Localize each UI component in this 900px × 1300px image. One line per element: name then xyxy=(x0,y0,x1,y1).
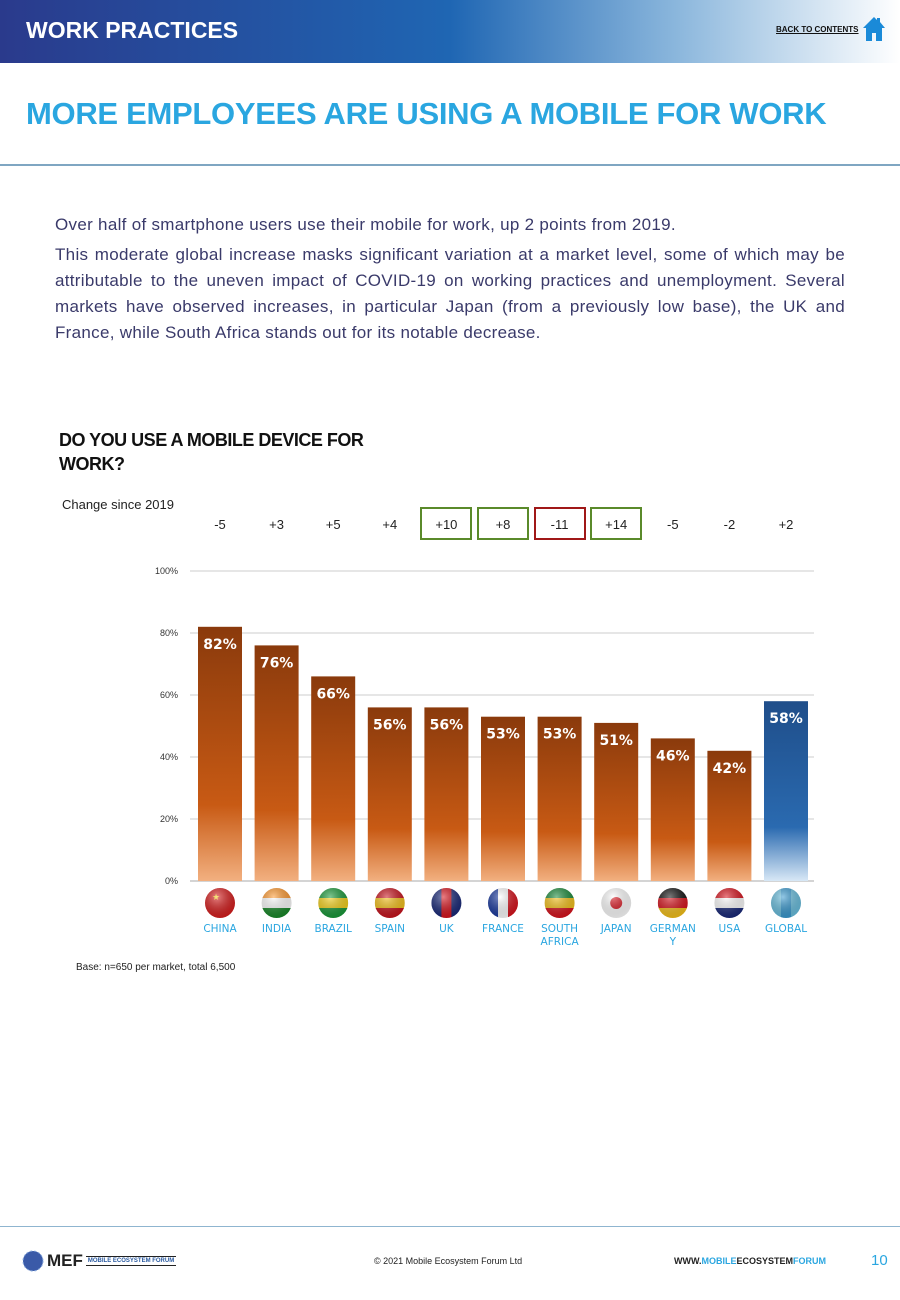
flag-shine xyxy=(205,888,235,918)
change-label: Change since 2019 xyxy=(61,497,174,512)
category-label: GERMAN xyxy=(650,923,696,935)
change-value: +5 xyxy=(325,517,341,532)
bar-france xyxy=(481,716,525,881)
change-value: +2 xyxy=(778,517,794,532)
flag-shine xyxy=(488,888,518,918)
bar-south-africa xyxy=(537,716,582,881)
category-label: UK xyxy=(439,923,455,935)
flag-shine xyxy=(714,888,745,918)
globe-logo-icon xyxy=(22,1250,44,1272)
category-label: BRAZIL xyxy=(314,923,352,935)
back-to-contents-link[interactable]: BACK TO CONTENTS xyxy=(776,25,859,34)
category-label: Y xyxy=(669,936,677,948)
bar-uk xyxy=(424,707,469,881)
paragraph: Over half of smartphone users use their … xyxy=(55,215,676,234)
bar-spain xyxy=(367,707,412,881)
flag-shine xyxy=(601,888,632,918)
data-label: 51% xyxy=(599,733,633,749)
home-icon[interactable] xyxy=(862,16,886,42)
flag-shine xyxy=(374,888,405,918)
change-value: +3 xyxy=(269,517,284,532)
flag-shine xyxy=(771,888,801,918)
flag-shine xyxy=(657,888,688,918)
base-note: Base: n=650 per market, total 6,500 xyxy=(76,962,236,973)
category-label: AFRICA xyxy=(541,936,580,948)
page-title: MORE EMPLOYEES ARE USING A MOBILE FOR WO… xyxy=(26,96,827,131)
bar-china xyxy=(198,626,242,881)
change-value: -11 xyxy=(533,507,586,540)
change-value: -5 xyxy=(667,517,679,532)
copyright: © 2021 Mobile Ecosystem Forum Ltd xyxy=(374,1256,523,1266)
category-label: JAPAN xyxy=(600,923,632,935)
change-value: +4 xyxy=(382,517,398,532)
category-label: SOUTH xyxy=(541,923,578,935)
body-text: Over half of smartphone users use their … xyxy=(55,212,845,350)
data-label: 42% xyxy=(713,761,747,777)
data-label: 76% xyxy=(260,655,294,671)
section-title: WORK PRACTICES xyxy=(26,17,239,43)
change-value: +10 xyxy=(420,507,473,540)
y-tick-label: 40% xyxy=(160,752,178,762)
data-label: 56% xyxy=(430,717,464,733)
change-value: +14 xyxy=(590,507,643,540)
mef-logo: MEF MOBILE ECOSYSTEM FORUM xyxy=(22,1250,177,1272)
header-banner: WORK PRACTICES BACK TO CONTENTS xyxy=(0,0,900,63)
data-label: 82% xyxy=(203,637,237,653)
bar-japan xyxy=(594,722,639,881)
data-label: 53% xyxy=(486,727,520,743)
flag-shine xyxy=(318,888,349,918)
data-label: 53% xyxy=(543,727,577,743)
footer-divider xyxy=(0,1226,900,1227)
category-label: USA xyxy=(719,923,742,935)
bar-global xyxy=(764,701,808,881)
y-tick-label: 0% xyxy=(165,876,178,886)
category-label: CHINA xyxy=(203,923,237,935)
data-label: 56% xyxy=(373,717,407,733)
data-label: 46% xyxy=(656,748,690,764)
website-link[interactable]: WWW.MOBILEECOSYSTEMFORUM xyxy=(674,1256,827,1266)
change-value: +8 xyxy=(477,507,529,540)
y-tick-label: 100% xyxy=(155,566,178,576)
data-label: 66% xyxy=(316,686,350,702)
chart-title: DO YOU USE A MOBILE DEVICE FOR WORK? xyxy=(59,430,364,474)
bar-usa xyxy=(707,750,752,881)
y-tick-label: 80% xyxy=(160,628,178,638)
category-label: SPAIN xyxy=(375,923,405,935)
data-label: 58% xyxy=(769,711,803,727)
category-label: INDIA xyxy=(262,923,292,935)
change-value: -2 xyxy=(723,517,736,532)
category-label: FRANCE xyxy=(482,923,524,935)
y-tick-label: 60% xyxy=(160,690,178,700)
category-label: GLOBAL xyxy=(765,923,807,935)
bar-india xyxy=(254,645,299,881)
bar-germany xyxy=(650,738,695,881)
change-value: -5 xyxy=(214,517,226,532)
flag-shine xyxy=(431,888,462,918)
page-number: 10 xyxy=(871,1252,888,1269)
paragraph: This moderate global increase masks sign… xyxy=(55,245,845,342)
y-tick-label: 20% xyxy=(160,814,178,824)
divider xyxy=(0,164,900,166)
flag-shine xyxy=(544,888,575,918)
bar-brazil xyxy=(311,676,356,881)
bar-chart: 0%20%40%60%80%100%82%★CHINA76%INDIA66%BR… xyxy=(155,566,814,948)
flag-shine xyxy=(261,888,292,918)
